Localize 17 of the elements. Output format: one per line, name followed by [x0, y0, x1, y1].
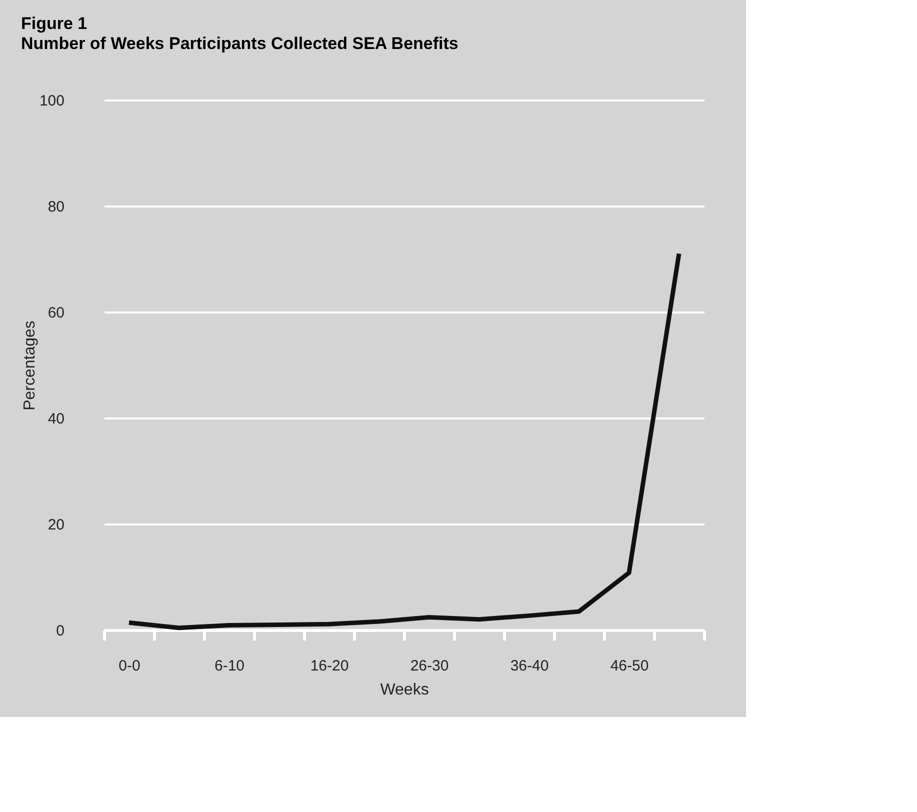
x-tick-label: 36-40: [510, 658, 549, 674]
x-axis-title: Weeks: [380, 682, 429, 698]
x-tick-label: 46-50: [610, 658, 649, 674]
y-tick-label: 40: [48, 410, 64, 428]
x-tick-label: 0-0: [118, 658, 140, 674]
chart-title: Figure 1: [20, 14, 88, 33]
x-tick-label: 16-20: [310, 658, 349, 674]
y-axis-title: Percentages: [21, 320, 38, 410]
y-tick-label: 0: [56, 622, 64, 640]
y-tick-label: 20: [48, 516, 64, 534]
x-tick-label: 26-30: [410, 658, 449, 674]
line-series: [126, 251, 682, 630]
y-tick-label: 100: [39, 92, 64, 110]
y-tick-label: 60: [48, 304, 64, 322]
chart-subtitle: Number of Weeks Participants Collected SEA Benefits: [20, 34, 458, 53]
x-tick-label: 6-10: [214, 658, 245, 674]
y-tick-label: 80: [48, 198, 64, 216]
